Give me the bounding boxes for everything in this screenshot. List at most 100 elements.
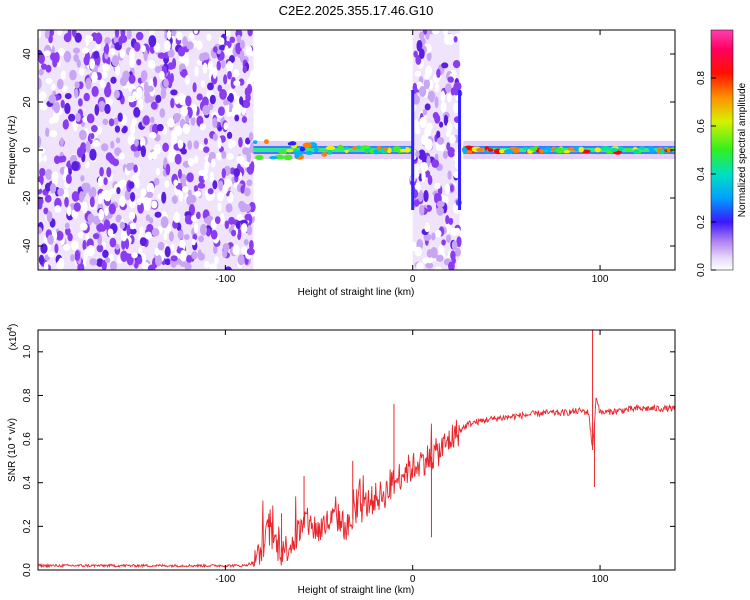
noise-blob <box>105 191 112 202</box>
noise-blob <box>425 262 434 269</box>
signal-blob <box>325 145 336 151</box>
signal-blob <box>476 147 484 152</box>
noise-blob <box>224 178 232 188</box>
noise-blob <box>86 244 95 257</box>
noise-blob <box>88 189 94 198</box>
noise-blob <box>43 207 49 215</box>
noise-blob <box>163 232 168 241</box>
noise-blob <box>57 47 65 57</box>
noise-blob <box>148 35 157 48</box>
noise-blob <box>138 98 144 111</box>
noise-blob <box>207 188 214 195</box>
noise-blob <box>155 94 162 104</box>
noise-blob <box>47 234 54 245</box>
noise-blob <box>129 222 136 230</box>
noise-blob <box>147 264 156 270</box>
noise-blob <box>38 188 43 195</box>
noise-blob <box>38 136 41 148</box>
noise-blob <box>109 157 117 165</box>
snr-frame <box>37 329 676 571</box>
noise-blob <box>46 210 53 223</box>
noise-blob <box>191 251 198 260</box>
noise-blob <box>60 99 65 109</box>
signal-blob <box>321 151 328 157</box>
noise-blob <box>235 95 241 102</box>
x-tick-label: -100 <box>215 574 235 585</box>
noise-blob <box>209 94 216 105</box>
snr-multiplier: (x104) <box>7 324 19 351</box>
noise-blob <box>60 155 67 163</box>
noise-blob <box>214 216 221 225</box>
noise-blob <box>105 257 111 264</box>
noise-blob <box>139 237 147 247</box>
noise-blob <box>453 36 458 43</box>
y-tick-label: 0.8 <box>22 388 33 402</box>
snr-series-line <box>38 397 675 569</box>
noise-blob <box>170 243 175 252</box>
noise-blob <box>130 123 136 135</box>
signal-blob <box>639 146 646 150</box>
noise-blob <box>98 100 106 113</box>
noise-blob <box>120 250 128 262</box>
noise-blob <box>67 232 73 242</box>
noise-blob <box>130 192 136 202</box>
noise-blob <box>198 169 206 177</box>
noise-blob <box>216 152 222 161</box>
noise-blob <box>184 75 191 85</box>
noise-blob <box>63 188 69 200</box>
noise-blob <box>243 99 251 109</box>
noise-blob <box>210 229 218 240</box>
noise-blob <box>445 131 451 138</box>
signal-blob <box>499 148 504 154</box>
noise-blob <box>231 106 238 116</box>
noise-blob <box>241 116 248 123</box>
noise-blob <box>114 30 120 38</box>
noise-blob <box>73 202 81 212</box>
noise-blob <box>90 124 98 133</box>
noise-blob <box>139 226 144 235</box>
noise-blob <box>157 241 165 251</box>
noise-blob <box>178 93 184 101</box>
noise-blob <box>153 42 161 53</box>
noise-blob <box>68 113 76 122</box>
noise-blob <box>48 34 53 44</box>
noise-blob <box>63 32 72 43</box>
noise-blob <box>436 206 444 216</box>
noise-blob <box>78 67 85 76</box>
noise-blob <box>243 187 251 197</box>
noise-blob <box>445 234 452 243</box>
spectrogram-panel: -100 0 100 -40 -20 0 20 40 Height of straight … <box>7 29 676 298</box>
noise-blob <box>77 98 83 107</box>
noise-blob <box>203 146 210 154</box>
colorbar: 0.0 0.2 0.4 0.6 0.8 Normalized spectral ampl… <box>696 29 748 277</box>
noise-blob <box>119 152 125 160</box>
noise-blob <box>39 95 44 105</box>
noise-blob <box>62 119 69 130</box>
noise-blob <box>240 185 245 194</box>
noise-blob <box>177 46 186 57</box>
noise-blob <box>437 136 445 145</box>
noise-blob <box>155 167 161 176</box>
noise-blob <box>43 261 49 270</box>
signal-blob <box>343 146 350 150</box>
noise-blob <box>105 96 111 104</box>
noise-blob <box>200 80 206 88</box>
spectrogram-y-label: Frequency (Hz) <box>7 116 18 185</box>
noise-blob <box>152 76 158 88</box>
noise-blob <box>412 94 420 105</box>
noise-blob <box>174 153 182 165</box>
noise-blob <box>431 232 436 241</box>
noise-blob <box>434 183 441 190</box>
signal-blob <box>503 149 514 155</box>
noise-blob <box>170 89 178 96</box>
noise-blob <box>424 222 431 233</box>
noise-blob <box>44 182 52 192</box>
noise-blob <box>110 76 117 84</box>
noise-blob <box>449 184 454 192</box>
noise-blob <box>197 144 204 151</box>
noise-blob <box>186 172 194 183</box>
signal-blob <box>578 146 584 153</box>
noise-blob <box>224 220 230 229</box>
noise-blob <box>171 132 178 143</box>
